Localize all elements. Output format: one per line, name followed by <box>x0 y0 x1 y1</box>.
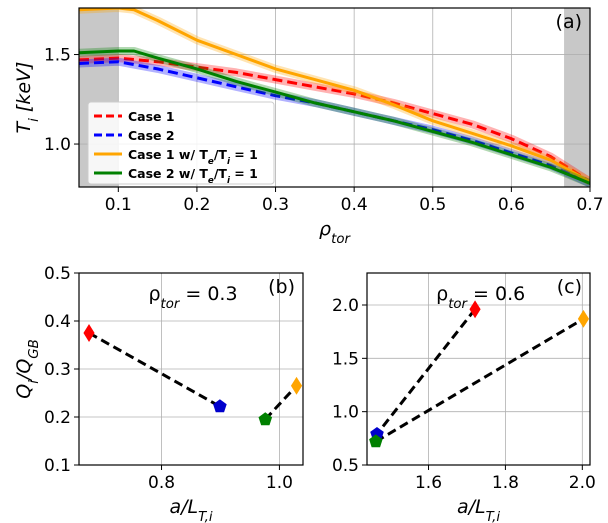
y-tick-label: 1.5 <box>44 46 71 66</box>
x-tick-label: 0.1 <box>105 195 132 215</box>
x-tick-label: 0.3 <box>262 195 289 215</box>
plot-area <box>88 331 298 421</box>
x-axis-label: ρtor <box>319 218 351 247</box>
rho-annotation: ρtor = 0.3 <box>148 283 237 312</box>
data-point-2 <box>369 434 383 448</box>
legend-entry-0: Case 1 <box>128 109 175 124</box>
axes-frame <box>78 7 591 188</box>
legend-entry-1: Case 2 <box>128 128 175 143</box>
data-point-3 <box>577 309 590 328</box>
link-line-1 <box>375 317 585 443</box>
x-axis-label: a/LT,i <box>457 496 500 523</box>
series-line-3 <box>79 49 590 185</box>
data-point-0 <box>83 324 95 342</box>
x-tick-label: 0.5 <box>419 195 446 215</box>
axes-frame <box>366 272 591 466</box>
y-tick-label: 1.0 <box>44 135 71 155</box>
series-line-0 <box>79 56 590 183</box>
x-tick-label: 0.4 <box>341 195 368 215</box>
legend-box <box>87 101 275 185</box>
panel-b-flux-rho-0.3: 0.8 1.0 0.1 0.2 0.3 0.4 0.5 (b) ρtor = 0.3 a/LT,i… <box>13 264 304 523</box>
legend-entry-2: Case 1 w/ Te/Ti = 1 <box>128 147 258 167</box>
x-tick-label: 1.6 <box>415 473 442 493</box>
x-tick-label: 1.8 <box>492 473 519 493</box>
x-tick-label: 0.6 <box>498 195 525 215</box>
y-tick-label: 0.2 <box>44 408 71 428</box>
link-line-0 <box>375 308 477 435</box>
shaded-region-1 <box>564 8 590 187</box>
link-line-1 <box>264 384 298 421</box>
y-tick-label: 0.1 <box>44 456 71 476</box>
data-point-3 <box>290 376 303 395</box>
y-tick-label: 0.4 <box>44 312 71 332</box>
legend-entry-3: Case 2 w/ Te/Ti = 1 <box>128 166 258 186</box>
x-tick-label: 2.0 <box>569 473 596 493</box>
x-axis-label: a/LT,i <box>169 496 212 523</box>
y-tick-label: 0.3 <box>44 360 71 380</box>
panel-a-temperature-profiles: 0.1 0.2 0.3 0.4 0.5 0.6 0.7 1.0 1.5 (a) ρtor Ti [ke… <box>13 7 604 247</box>
data-point-2 <box>258 412 273 426</box>
panel-label: (c) <box>557 276 582 298</box>
y-tick-label: 2.0 <box>332 296 359 316</box>
y-tick-label: 0.5 <box>44 264 71 284</box>
y-axis-label: Qi/QGB <box>13 339 42 398</box>
x-tick-label: 1.0 <box>266 473 293 493</box>
panel-c-flux-rho-0.6: 1.6 1.8 2.0 0.5 1.0 1.5 2.0 (c) ρtor = 0.6 a/LT,i <box>332 272 596 523</box>
x-tick-label: 0.8 <box>148 473 175 493</box>
panel-label: (a) <box>556 11 582 33</box>
series-line-2 <box>79 8 590 183</box>
y-tick-label: 1.0 <box>332 403 359 423</box>
link-line-0 <box>88 331 221 408</box>
x-tick-label: 0.2 <box>183 195 210 215</box>
data-point-0 <box>469 300 481 319</box>
y-tick-label: 0.5 <box>332 456 359 476</box>
panel-label: (b) <box>268 276 295 298</box>
y-axis-label: Ti [keV] <box>13 62 42 134</box>
axes-frame <box>78 272 304 466</box>
rho-annotation: ρtor = 0.6 <box>436 283 525 312</box>
y-tick-label: 1.5 <box>332 349 359 369</box>
data-point-1 <box>213 399 227 413</box>
x-tick-label: 0.7 <box>576 195 603 215</box>
plot-area <box>79 8 590 187</box>
plot-area <box>375 308 585 443</box>
